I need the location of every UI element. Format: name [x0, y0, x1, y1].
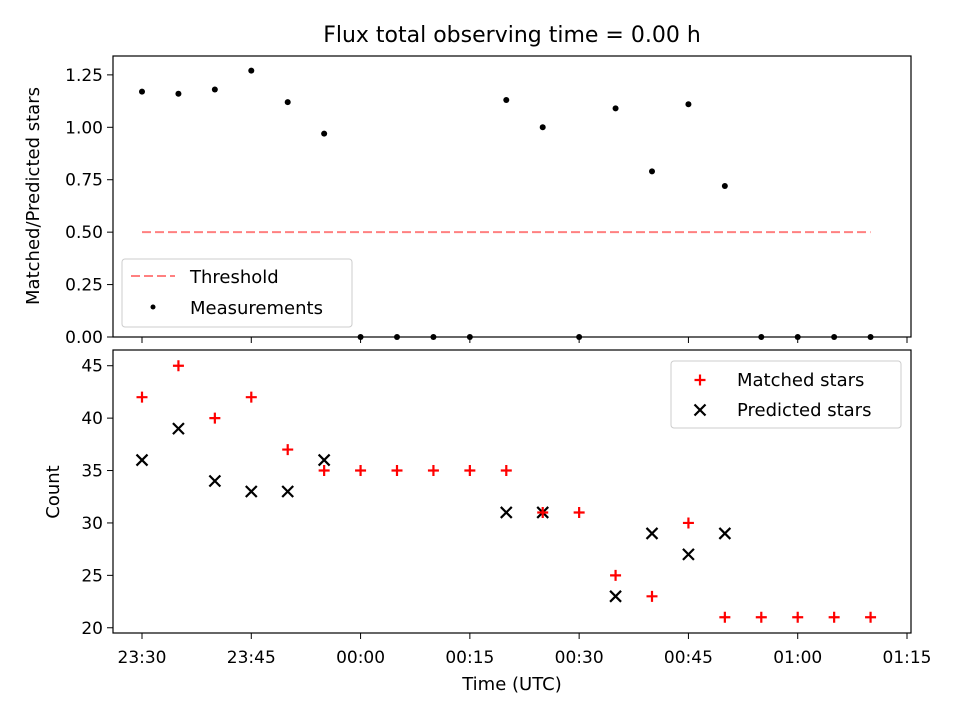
matched-star-point	[828, 611, 840, 623]
matched-star-point	[865, 611, 877, 623]
measurement-point	[721, 183, 728, 190]
bottom-y-tick-label: 20	[81, 619, 103, 639]
x-tick-label: 00:00	[336, 648, 385, 668]
bottom-y-axis-label: Count	[43, 465, 64, 518]
measurement-point	[649, 168, 655, 175]
predicted-star-point	[172, 422, 185, 435]
matched-star-point	[391, 465, 403, 477]
measurement-point	[284, 99, 291, 106]
top-plot-frame	[112, 55, 912, 338]
measurement-point	[867, 334, 874, 340]
predicted-star-point	[281, 485, 294, 498]
predicted-star-point	[500, 506, 513, 519]
legend-matched-label: Matched stars	[737, 370, 864, 391]
measurement-point	[539, 124, 546, 131]
predicted-star-point	[135, 453, 149, 467]
bottom-y-tick-label: 40	[81, 409, 103, 429]
legend-threshold-label: Threshold	[189, 267, 279, 288]
top-y-tick-label: 0.00	[65, 328, 103, 348]
x-tick-label: 00:30	[555, 648, 604, 668]
legend-predicted-swatch	[693, 403, 707, 417]
predicted-star-point	[245, 485, 258, 498]
matched-star-point	[209, 412, 221, 424]
measurement-point	[211, 86, 218, 93]
measurement-point	[139, 88, 145, 95]
x-tick-label: 01:15	[883, 648, 932, 668]
matched-star-point	[464, 465, 476, 477]
matched-star-point	[610, 569, 622, 581]
top-y-tick-label: 0.50	[65, 223, 103, 243]
top-y-tick-label: 1.00	[65, 118, 103, 138]
measurement-point	[831, 334, 838, 340]
top-y-tick-label: 1.25	[65, 66, 103, 86]
matched-star-point	[136, 391, 148, 403]
matched-star-point	[573, 506, 585, 518]
bottom-plot-frame	[112, 349, 912, 634]
matched-star-point	[646, 590, 658, 602]
measurement-point	[758, 334, 765, 340]
matched-star-point	[282, 444, 294, 456]
x-tick-label: 01:00	[773, 648, 822, 668]
bottom-y-tick-label: 30	[81, 514, 103, 534]
legend-measurement-label: Measurements	[190, 298, 323, 319]
predicted-star-point	[208, 474, 222, 488]
measurement-point	[794, 334, 801, 340]
x-axis-label: Time (UTC)	[461, 674, 562, 695]
legend-predicted-label: Predicted stars	[737, 400, 871, 421]
top-y-tick-label: 0.25	[65, 276, 103, 296]
matched-star-point	[755, 611, 767, 623]
measurement-point	[394, 334, 400, 340]
top-y-tick-label: 0.75	[65, 171, 103, 191]
chart-title: Flux total observing time = 0.00 h	[323, 23, 701, 48]
bottom-legend-box	[670, 360, 902, 429]
matched-star-point	[355, 465, 367, 477]
predicted-star-point	[645, 527, 659, 540]
matched-star-point	[172, 360, 184, 372]
matched-star-point	[318, 465, 330, 477]
bottom-y-tick-label: 35	[81, 462, 103, 482]
measurement-point	[248, 67, 255, 74]
matched-star-point	[245, 391, 257, 403]
measurement-point	[576, 334, 583, 340]
measurement-point	[466, 334, 473, 340]
matched-star-point	[537, 506, 549, 518]
measurement-point	[503, 97, 510, 104]
x-tick-label: 00:15	[445, 648, 494, 668]
measurement-point	[321, 130, 328, 137]
matched-star-point	[500, 465, 512, 477]
predicted-star-point	[609, 590, 622, 603]
x-tick-label: 23:45	[227, 648, 276, 668]
legend-measurement-swatch	[150, 304, 156, 310]
measurement-point	[175, 90, 182, 97]
top-y-axis-label: Matched/Predicted stars	[23, 87, 44, 305]
matched-star-point	[719, 611, 731, 623]
measurement-point	[357, 334, 364, 340]
measurement-point	[430, 334, 437, 340]
predicted-star-point	[682, 548, 695, 561]
predicted-star-point	[718, 527, 732, 540]
top-legend-box	[121, 258, 353, 328]
bottom-y-tick-label: 25	[81, 566, 103, 586]
measurement-point	[612, 105, 619, 112]
matched-star-point	[682, 517, 694, 529]
bottom-y-tick-label: 45	[81, 357, 103, 377]
predicted-star-point	[317, 453, 331, 467]
measurement-point	[685, 101, 692, 108]
x-tick-label: 23:30	[118, 648, 167, 668]
x-tick-label: 00:45	[664, 648, 713, 668]
matched-star-point	[792, 611, 804, 623]
legend-matched-swatch	[694, 374, 706, 386]
matched-star-point	[427, 465, 439, 477]
